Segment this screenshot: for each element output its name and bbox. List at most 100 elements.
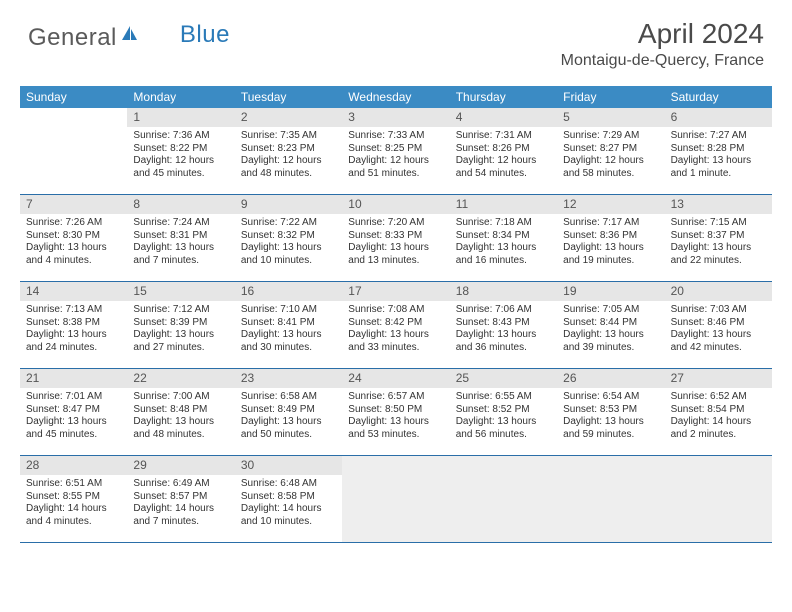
calendar-cell: 6Sunrise: 7:27 AMSunset: 8:28 PMDaylight… bbox=[665, 108, 772, 194]
calendar-cell: 29Sunrise: 6:49 AMSunset: 8:57 PMDayligh… bbox=[127, 456, 234, 542]
day-number: 28 bbox=[20, 456, 127, 475]
day-number: 15 bbox=[127, 282, 234, 301]
day-number: 4 bbox=[450, 108, 557, 127]
calendar-cell: 30Sunrise: 6:48 AMSunset: 8:58 PMDayligh… bbox=[235, 456, 342, 542]
day-header-friday: Friday bbox=[557, 86, 664, 108]
day-details: Sunrise: 6:48 AMSunset: 8:58 PMDaylight:… bbox=[235, 475, 342, 532]
day-number: 22 bbox=[127, 369, 234, 388]
day-details: Sunrise: 7:12 AMSunset: 8:39 PMDaylight:… bbox=[127, 301, 234, 358]
brand-logo: General Blue bbox=[28, 24, 230, 52]
calendar-cell: 10Sunrise: 7:20 AMSunset: 8:33 PMDayligh… bbox=[342, 195, 449, 281]
day-number: 18 bbox=[450, 282, 557, 301]
day-details: Sunrise: 7:18 AMSunset: 8:34 PMDaylight:… bbox=[450, 214, 557, 271]
day-number: 24 bbox=[342, 369, 449, 388]
day-header-saturday: Saturday bbox=[665, 86, 772, 108]
day-number: 9 bbox=[235, 195, 342, 214]
calendar-cell: 25Sunrise: 6:55 AMSunset: 8:52 PMDayligh… bbox=[450, 369, 557, 455]
day-number: 16 bbox=[235, 282, 342, 301]
calendar: SundayMondayTuesdayWednesdayThursdayFrid… bbox=[20, 86, 772, 543]
calendar-cell: 11Sunrise: 7:18 AMSunset: 8:34 PMDayligh… bbox=[450, 195, 557, 281]
day-number: 17 bbox=[342, 282, 449, 301]
day-details: Sunrise: 6:52 AMSunset: 8:54 PMDaylight:… bbox=[665, 388, 772, 445]
calendar-cell: 16Sunrise: 7:10 AMSunset: 8:41 PMDayligh… bbox=[235, 282, 342, 368]
day-details: Sunrise: 7:22 AMSunset: 8:32 PMDaylight:… bbox=[235, 214, 342, 271]
calendar-cell: 22Sunrise: 7:00 AMSunset: 8:48 PMDayligh… bbox=[127, 369, 234, 455]
day-details: Sunrise: 6:58 AMSunset: 8:49 PMDaylight:… bbox=[235, 388, 342, 445]
day-header-thursday: Thursday bbox=[450, 86, 557, 108]
day-number: 19 bbox=[557, 282, 664, 301]
day-number: 2 bbox=[235, 108, 342, 127]
calendar-cell: 14Sunrise: 7:13 AMSunset: 8:38 PMDayligh… bbox=[20, 282, 127, 368]
day-details: Sunrise: 7:06 AMSunset: 8:43 PMDaylight:… bbox=[450, 301, 557, 358]
calendar-cell bbox=[557, 456, 664, 542]
day-number: 20 bbox=[665, 282, 772, 301]
day-details: Sunrise: 7:08 AMSunset: 8:42 PMDaylight:… bbox=[342, 301, 449, 358]
day-number: 3 bbox=[342, 108, 449, 127]
calendar-cell: 9Sunrise: 7:22 AMSunset: 8:32 PMDaylight… bbox=[235, 195, 342, 281]
day-details: Sunrise: 7:03 AMSunset: 8:46 PMDaylight:… bbox=[665, 301, 772, 358]
location-text: Montaigu-de-Quercy, France bbox=[561, 52, 764, 70]
calendar-cell bbox=[20, 108, 127, 194]
calendar-cell: 13Sunrise: 7:15 AMSunset: 8:37 PMDayligh… bbox=[665, 195, 772, 281]
day-details: Sunrise: 6:57 AMSunset: 8:50 PMDaylight:… bbox=[342, 388, 449, 445]
day-number: 25 bbox=[450, 369, 557, 388]
day-number: 8 bbox=[127, 195, 234, 214]
day-number: 1 bbox=[127, 108, 234, 127]
day-number: 11 bbox=[450, 195, 557, 214]
day-details: Sunrise: 7:15 AMSunset: 8:37 PMDaylight:… bbox=[665, 214, 772, 271]
title-block: April 2024 Montaigu-de-Quercy, France bbox=[561, 18, 764, 70]
day-number-empty bbox=[665, 456, 772, 475]
day-details: Sunrise: 7:36 AMSunset: 8:22 PMDaylight:… bbox=[127, 127, 234, 184]
day-details: Sunrise: 7:31 AMSunset: 8:26 PMDaylight:… bbox=[450, 127, 557, 184]
calendar-cell: 2Sunrise: 7:35 AMSunset: 8:23 PMDaylight… bbox=[235, 108, 342, 194]
day-details: Sunrise: 7:00 AMSunset: 8:48 PMDaylight:… bbox=[127, 388, 234, 445]
calendar-week: 1Sunrise: 7:36 AMSunset: 8:22 PMDaylight… bbox=[20, 108, 772, 195]
day-details: Sunrise: 7:17 AMSunset: 8:36 PMDaylight:… bbox=[557, 214, 664, 271]
day-header-wednesday: Wednesday bbox=[342, 86, 449, 108]
calendar-cell: 18Sunrise: 7:06 AMSunset: 8:43 PMDayligh… bbox=[450, 282, 557, 368]
day-headers-row: SundayMondayTuesdayWednesdayThursdayFrid… bbox=[20, 86, 772, 108]
day-number: 30 bbox=[235, 456, 342, 475]
day-number: 27 bbox=[665, 369, 772, 388]
day-header-tuesday: Tuesday bbox=[235, 86, 342, 108]
day-details: Sunrise: 7:33 AMSunset: 8:25 PMDaylight:… bbox=[342, 127, 449, 184]
sail-icon bbox=[120, 24, 140, 47]
day-number-empty bbox=[342, 456, 449, 475]
calendar-cell: 4Sunrise: 7:31 AMSunset: 8:26 PMDaylight… bbox=[450, 108, 557, 194]
day-number-empty bbox=[450, 456, 557, 475]
calendar-weeks: 1Sunrise: 7:36 AMSunset: 8:22 PMDaylight… bbox=[20, 108, 772, 543]
day-number-empty bbox=[557, 456, 664, 475]
calendar-cell: 8Sunrise: 7:24 AMSunset: 8:31 PMDaylight… bbox=[127, 195, 234, 281]
day-details: Sunrise: 7:35 AMSunset: 8:23 PMDaylight:… bbox=[235, 127, 342, 184]
day-number: 29 bbox=[127, 456, 234, 475]
month-title: April 2024 bbox=[561, 18, 764, 50]
calendar-cell: 26Sunrise: 6:54 AMSunset: 8:53 PMDayligh… bbox=[557, 369, 664, 455]
calendar-cell bbox=[450, 456, 557, 542]
calendar-cell: 12Sunrise: 7:17 AMSunset: 8:36 PMDayligh… bbox=[557, 195, 664, 281]
calendar-cell: 28Sunrise: 6:51 AMSunset: 8:55 PMDayligh… bbox=[20, 456, 127, 542]
calendar-cell: 24Sunrise: 6:57 AMSunset: 8:50 PMDayligh… bbox=[342, 369, 449, 455]
day-details: Sunrise: 7:10 AMSunset: 8:41 PMDaylight:… bbox=[235, 301, 342, 358]
day-details: Sunrise: 7:26 AMSunset: 8:30 PMDaylight:… bbox=[20, 214, 127, 271]
day-number: 7 bbox=[20, 195, 127, 214]
calendar-week: 21Sunrise: 7:01 AMSunset: 8:47 PMDayligh… bbox=[20, 369, 772, 456]
calendar-cell: 20Sunrise: 7:03 AMSunset: 8:46 PMDayligh… bbox=[665, 282, 772, 368]
day-number: 23 bbox=[235, 369, 342, 388]
day-number: 10 bbox=[342, 195, 449, 214]
day-number: 12 bbox=[557, 195, 664, 214]
calendar-cell: 7Sunrise: 7:26 AMSunset: 8:30 PMDaylight… bbox=[20, 195, 127, 281]
day-details: Sunrise: 7:05 AMSunset: 8:44 PMDaylight:… bbox=[557, 301, 664, 358]
calendar-cell: 17Sunrise: 7:08 AMSunset: 8:42 PMDayligh… bbox=[342, 282, 449, 368]
calendar-week: 14Sunrise: 7:13 AMSunset: 8:38 PMDayligh… bbox=[20, 282, 772, 369]
day-details: Sunrise: 6:54 AMSunset: 8:53 PMDaylight:… bbox=[557, 388, 664, 445]
day-details: Sunrise: 6:55 AMSunset: 8:52 PMDaylight:… bbox=[450, 388, 557, 445]
day-details: Sunrise: 7:24 AMSunset: 8:31 PMDaylight:… bbox=[127, 214, 234, 271]
calendar-cell: 15Sunrise: 7:12 AMSunset: 8:39 PMDayligh… bbox=[127, 282, 234, 368]
brand-part1: General bbox=[28, 24, 117, 52]
calendar-cell: 23Sunrise: 6:58 AMSunset: 8:49 PMDayligh… bbox=[235, 369, 342, 455]
day-number: 13 bbox=[665, 195, 772, 214]
day-number: 6 bbox=[665, 108, 772, 127]
calendar-cell: 27Sunrise: 6:52 AMSunset: 8:54 PMDayligh… bbox=[665, 369, 772, 455]
day-details: Sunrise: 7:27 AMSunset: 8:28 PMDaylight:… bbox=[665, 127, 772, 184]
day-details: Sunrise: 6:51 AMSunset: 8:55 PMDaylight:… bbox=[20, 475, 127, 532]
